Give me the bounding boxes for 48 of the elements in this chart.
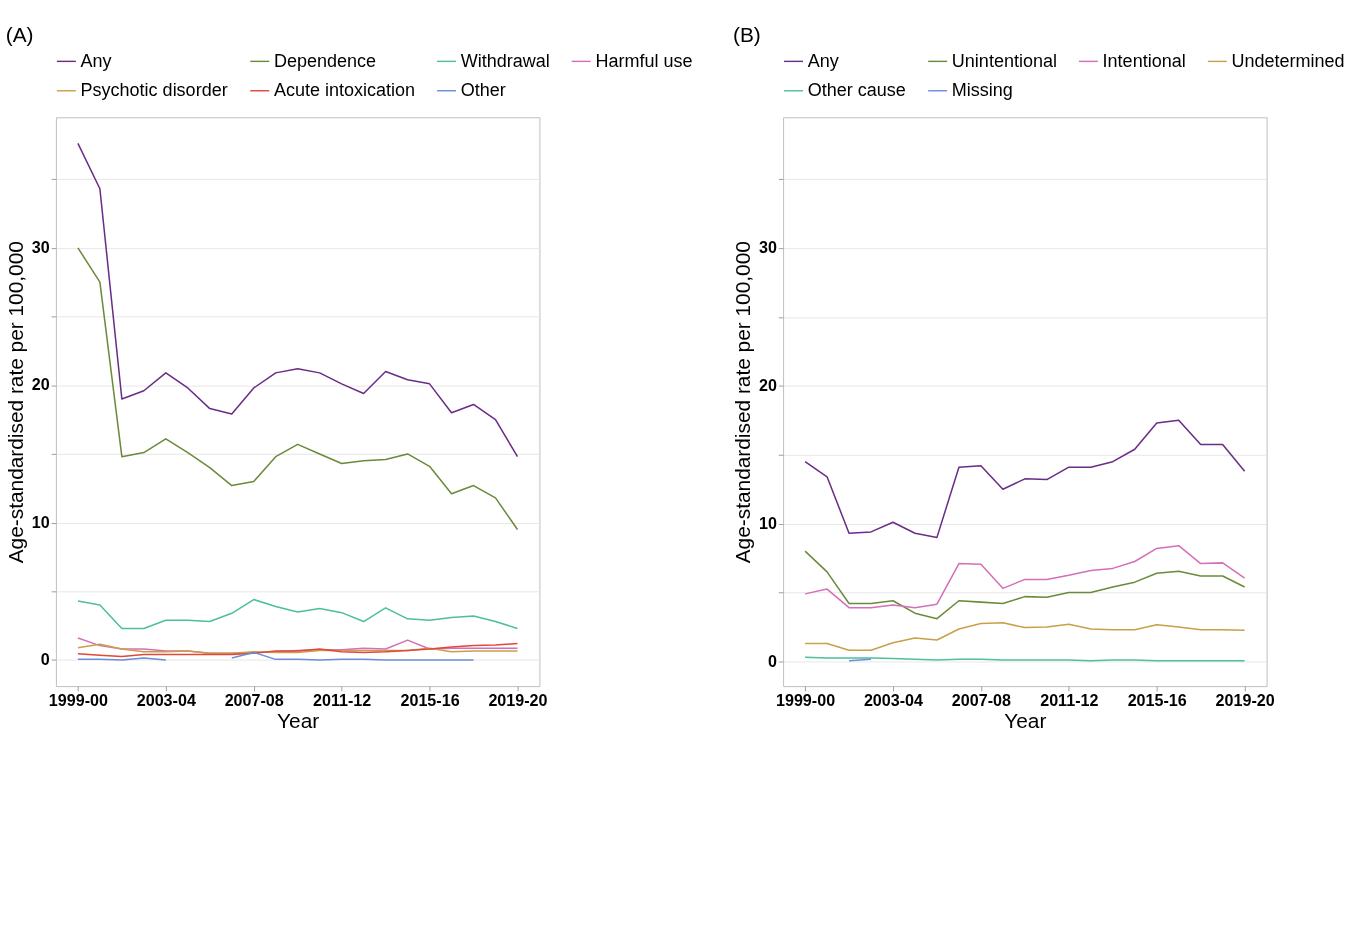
legend-label: Any [807, 51, 839, 72]
y-axis-title: Age-standardised rate per 100,000 [731, 241, 755, 564]
line-series [77, 598, 519, 630]
legend-label: Unintentional [951, 51, 1057, 72]
x-tick-label: 2007-08 [224, 690, 284, 709]
y-tick-label: 20 [31, 375, 50, 394]
x-tick-label: 2011-12 [313, 690, 372, 709]
x-tick-label: 2019-20 [1215, 690, 1275, 709]
y-tick-label: 20 [759, 376, 777, 395]
y-tick-label: 0 [767, 651, 777, 670]
line-series [804, 622, 1246, 652]
x-tick-label: 2003-04 [136, 690, 196, 709]
line-series [77, 642, 519, 658]
legend-label: Missing [951, 80, 1013, 101]
x-tick-label: 2015-16 [400, 690, 460, 709]
y-tick-label: 30 [31, 238, 50, 257]
x-tick-label: 1999-00 [48, 690, 108, 709]
legend-label: Other cause [807, 80, 906, 101]
line-series [804, 550, 1246, 620]
legend-label: Dependence [273, 51, 377, 72]
legend-label: Withdrawal [460, 51, 550, 72]
line-series [77, 142, 519, 458]
y-tick-label: 10 [31, 512, 50, 531]
x-tick-label: 2003-04 [863, 690, 924, 709]
legend-label: Other [460, 80, 506, 101]
legend-label: Psychotic disorder [80, 80, 228, 101]
y-axis-title: Age-standardised rate per 100,000 [4, 241, 28, 564]
chart-title: (B) [732, 23, 761, 47]
x-axis-title: Year [1004, 709, 1047, 733]
line-series [77, 643, 519, 654]
legend-label: Any [80, 51, 112, 72]
line-series [804, 419, 1246, 539]
y-tick-label: 30 [759, 238, 777, 257]
x-axis-title: Year [277, 709, 320, 733]
legend-label: Undetermined [1231, 51, 1345, 72]
x-tick-label: 2015-16 [1127, 690, 1187, 709]
line-series [804, 544, 1246, 609]
y-tick-label: 10 [759, 513, 777, 532]
x-tick-label: 1999-00 [776, 690, 836, 709]
x-tick-label: 2011-12 [1040, 690, 1099, 709]
legend-label: Intentional [1102, 51, 1186, 72]
chart-title: (A) [5, 23, 34, 47]
x-tick-label: 2007-08 [951, 690, 1011, 709]
line-series [77, 247, 519, 531]
x-tick-label: 2019-20 [488, 690, 548, 709]
legend-label: Acute intoxication [273, 80, 416, 101]
y-tick-label: 0 [40, 650, 50, 669]
legend-label: Harmful use [595, 51, 693, 72]
